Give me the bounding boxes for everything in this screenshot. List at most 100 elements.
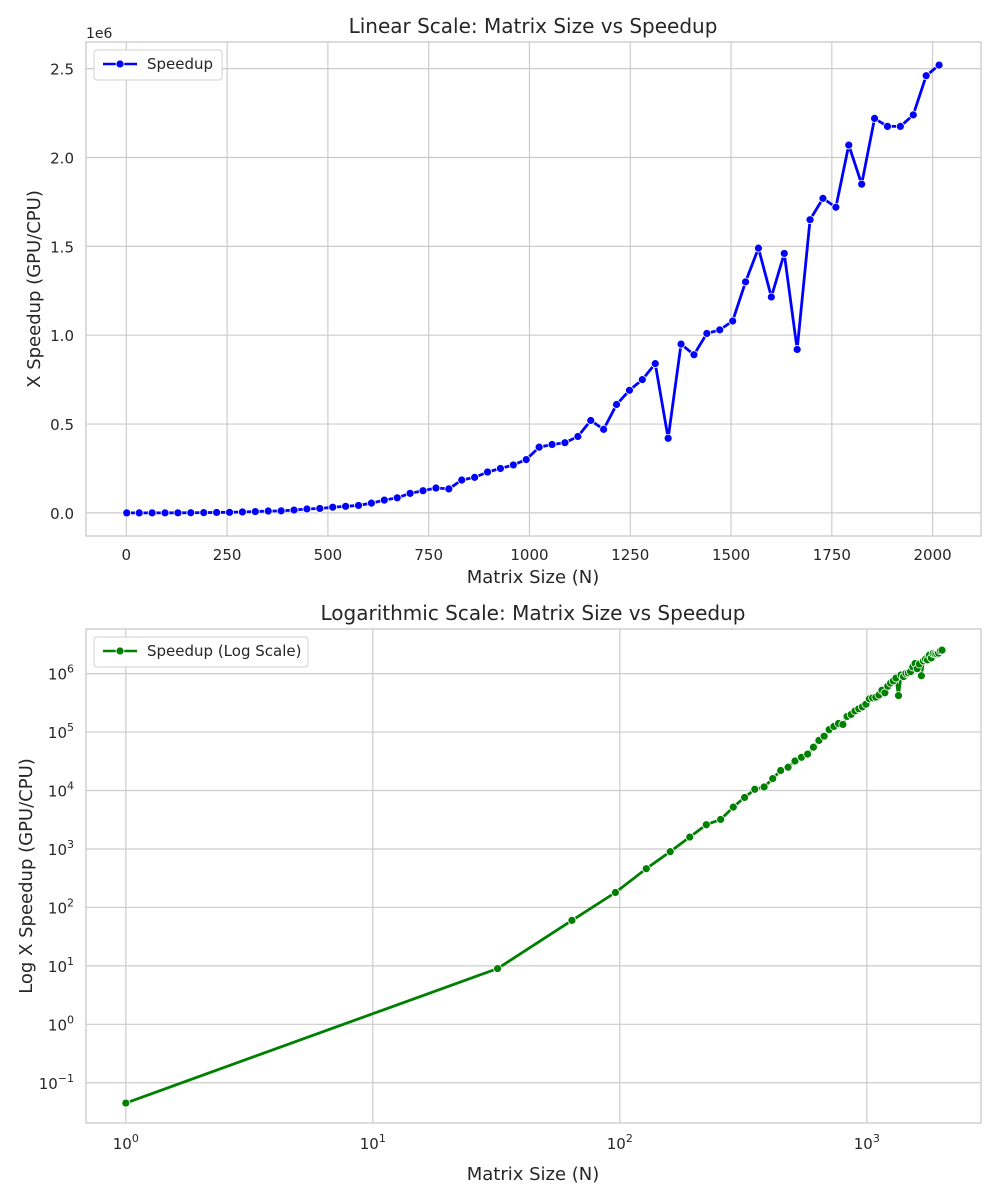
linear-data-point (160, 508, 170, 518)
log-data-point (701, 820, 711, 830)
linear-data-point (250, 507, 260, 516)
linear-data-point (470, 472, 480, 482)
linear-y-tick-label: 2.5 (50, 61, 74, 79)
linear-data-point (302, 504, 312, 514)
linear-data-point (418, 486, 428, 496)
log-data-point (783, 762, 793, 772)
log-data-point (776, 766, 786, 775)
log-legend: Speedup (Log Scale) (93, 636, 309, 668)
linear-chart-title: Linear Scale: Matrix Size vs Speedup (349, 14, 718, 38)
linear-data-point (870, 114, 879, 123)
linear-data-point (650, 359, 660, 369)
linear-data-point (392, 493, 402, 503)
log-data-point (728, 802, 738, 812)
log-y-tick-label: 102 (48, 896, 74, 917)
linear-data-point (367, 498, 376, 508)
linear-data-point (934, 60, 944, 70)
log-data-point (917, 671, 926, 681)
linear-data-point (728, 316, 738, 326)
linear-data-point (805, 215, 815, 225)
linear-data-point (315, 504, 325, 513)
linear-y-offset-label: 1e6 (86, 26, 113, 42)
log-data-point (809, 742, 818, 752)
linear-data-point (496, 464, 505, 473)
linear-data-point (405, 488, 415, 498)
log-legend-label: Speedup (Log Scale) (147, 642, 301, 660)
log-data-point (641, 864, 651, 874)
linear-x-tick-label: 750 (414, 546, 443, 564)
linear-x-tick-label: 0 (122, 546, 132, 564)
linear-plot-frame (85, 41, 982, 537)
linear-chart-panel: Linear Scale: Matrix Size vs Speedup 0 25… (24, 14, 982, 588)
linear-data-point (122, 508, 132, 518)
log-series-line (125, 648, 943, 1105)
linear-data-point (921, 71, 931, 81)
log-data-point (567, 915, 577, 925)
log-data-point (894, 691, 903, 701)
linear-data-point (586, 416, 596, 425)
linear-x-tick-label: 1250 (611, 546, 649, 564)
linear-data-point (741, 277, 750, 287)
log-y-tick-label: 103 (48, 838, 74, 859)
linear-data-point (238, 507, 247, 517)
linear-data-point (599, 424, 609, 434)
linear-data-point (534, 442, 544, 452)
log-data-point (665, 847, 675, 857)
linear-y-tick-label: 0.0 (50, 505, 74, 523)
log-data-point (768, 774, 778, 783)
linear-data-point (857, 179, 867, 189)
log-legend-marker (115, 646, 125, 656)
log-x-axis-label: Matrix Size (N) (467, 1164, 600, 1185)
linear-y-axis-label: X Speedup (GPU/CPU) (24, 190, 45, 388)
linear-data-point (883, 122, 892, 131)
log-data-point (937, 645, 947, 655)
linear-data-point (354, 501, 363, 510)
linear-series-line (126, 64, 940, 515)
linear-x-tick-label: 250 (213, 546, 242, 564)
linear-data-point (263, 506, 273, 516)
linear-data-point (328, 502, 338, 512)
linear-data-point (560, 438, 570, 448)
linear-x-axis-label: Matrix Size (N) (467, 567, 600, 588)
log-data-point (790, 756, 800, 766)
linear-x-tick-label: 1500 (712, 546, 750, 564)
linear-data-point (754, 243, 763, 253)
log-data-point (803, 749, 813, 759)
linear-data-point (702, 329, 712, 338)
log-y-tick-label: 104 (48, 780, 74, 801)
linear-data-point (676, 339, 686, 349)
linear-data-point (895, 122, 905, 131)
linear-data-point (547, 440, 557, 449)
log-y-tick-label: 100 (48, 1013, 74, 1034)
linear-legend: Speedup (93, 49, 223, 81)
linear-data-point (483, 467, 492, 477)
linear-data-point (444, 484, 454, 494)
linear-data-point (199, 508, 209, 518)
log-x-tick-label: 101 (360, 1132, 386, 1153)
linear-data-point (689, 350, 699, 360)
log-data-point (611, 888, 620, 897)
log-x-tick-label: 100 (113, 1132, 139, 1153)
linear-data-point (134, 508, 144, 518)
log-data-point (121, 1098, 131, 1108)
linear-data-point (521, 455, 531, 464)
log-y-tick-label: 105 (48, 721, 74, 742)
log-x-tick-label: 102 (607, 1132, 633, 1153)
linear-legend-box (93, 49, 223, 81)
linear-x-tick-label: 2000 (914, 546, 952, 564)
linear-data-point (766, 292, 776, 302)
linear-x-tick-label: 500 (314, 546, 343, 564)
log-data-point (685, 832, 695, 842)
log-data-point (759, 782, 769, 792)
log-chart-panel: Logarithmic Scale: Matrix Size vs Speedu… (16, 601, 982, 1185)
log-y-axis-label: Log X Speedup (GPU/CPU) (16, 758, 37, 994)
linear-y-tick-label: 0.5 (50, 416, 74, 434)
linear-data-point (379, 495, 389, 505)
log-chart-title: Logarithmic Scale: Matrix Size vs Speedu… (321, 601, 746, 625)
log-y-tick-label: 10−1 (39, 1072, 74, 1093)
linear-data-point (431, 483, 441, 493)
linear-data-point (844, 140, 854, 150)
linear-data-point (212, 508, 222, 517)
linear-y-tick-label: 1.5 (50, 238, 74, 256)
log-data-point (716, 815, 726, 824)
